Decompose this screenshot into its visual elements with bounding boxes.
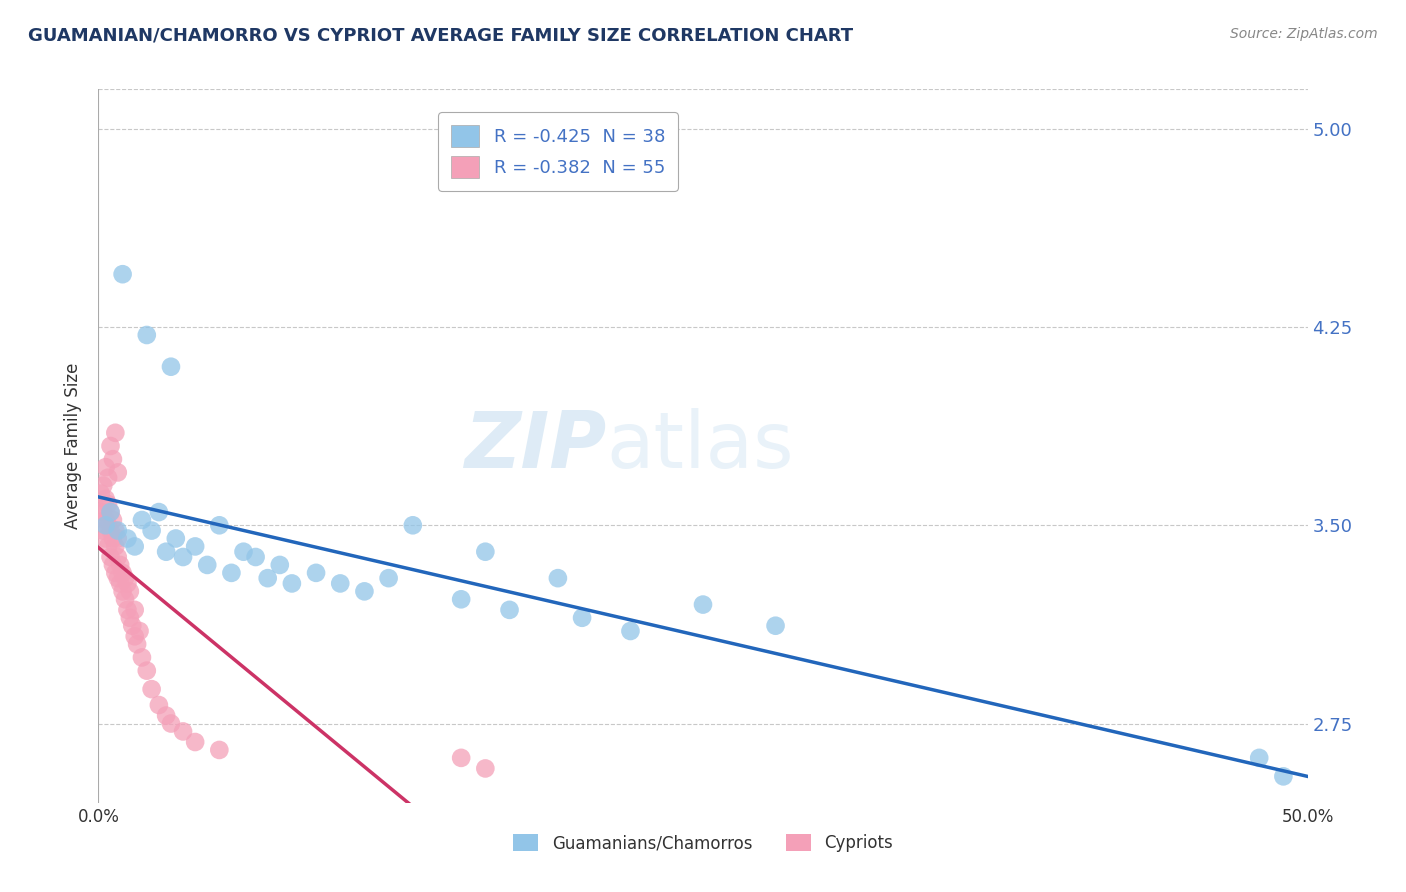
Point — [107, 549, 129, 564]
Point — [1249, 751, 1271, 765]
Point — [91, 524, 114, 538]
Point — [104, 524, 127, 538]
Point — [619, 624, 641, 638]
Point — [101, 513, 124, 527]
Point — [107, 466, 129, 480]
Point — [114, 592, 136, 607]
Point — [160, 716, 183, 731]
Point — [547, 571, 569, 585]
Point — [107, 571, 129, 585]
Point — [208, 743, 231, 757]
Point — [184, 735, 207, 749]
Point — [97, 497, 120, 511]
Point — [100, 505, 122, 519]
Point — [305, 566, 328, 580]
Point — [353, 584, 375, 599]
Point — [94, 518, 117, 533]
Point — [107, 532, 129, 546]
Point — [172, 549, 194, 564]
Point — [131, 650, 153, 665]
Point — [148, 698, 170, 712]
Point — [135, 328, 157, 343]
Point — [128, 624, 150, 638]
Point — [101, 558, 124, 572]
Point — [141, 524, 163, 538]
Point — [402, 518, 425, 533]
Point — [269, 558, 291, 572]
Text: atlas: atlas — [606, 408, 794, 484]
Point — [111, 584, 134, 599]
Point — [108, 576, 131, 591]
Point — [377, 571, 399, 585]
Point — [256, 571, 278, 585]
Point — [101, 452, 124, 467]
Text: Source: ZipAtlas.com: Source: ZipAtlas.com — [1230, 27, 1378, 41]
Point — [172, 724, 194, 739]
Point — [124, 603, 146, 617]
Point — [94, 532, 117, 546]
Point — [90, 486, 112, 500]
Point — [111, 566, 134, 580]
Point — [131, 513, 153, 527]
Point — [165, 532, 187, 546]
Point — [100, 524, 122, 538]
Point — [111, 267, 134, 281]
Y-axis label: Average Family Size: Average Family Size — [65, 363, 83, 529]
Point — [765, 618, 787, 632]
Point — [208, 518, 231, 533]
Text: ZIP: ZIP — [464, 408, 606, 484]
Point — [94, 513, 117, 527]
Point — [498, 603, 520, 617]
Point — [245, 549, 267, 564]
Point — [474, 545, 496, 559]
Point — [124, 540, 146, 554]
Legend: Guamanians/Chamorros, Cypriots: Guamanians/Chamorros, Cypriots — [506, 827, 900, 859]
Point — [118, 584, 141, 599]
Point — [184, 540, 207, 554]
Point — [90, 505, 112, 519]
Point — [195, 558, 218, 572]
Point — [281, 576, 304, 591]
Point — [94, 460, 117, 475]
Point — [97, 471, 120, 485]
Point — [118, 611, 141, 625]
Point — [474, 761, 496, 775]
Point — [124, 629, 146, 643]
Point — [104, 425, 127, 440]
Point — [94, 491, 117, 506]
Point — [148, 505, 170, 519]
Point — [104, 540, 127, 554]
Point — [221, 566, 243, 580]
Point — [1272, 769, 1295, 783]
Point — [100, 505, 122, 519]
Point — [114, 571, 136, 585]
Point — [141, 682, 163, 697]
Point — [104, 566, 127, 580]
Point — [155, 708, 177, 723]
Point — [571, 611, 593, 625]
Point — [329, 576, 352, 591]
Point — [97, 518, 120, 533]
Point — [91, 505, 114, 519]
Point — [97, 540, 120, 554]
Point — [155, 545, 177, 559]
Point — [127, 637, 149, 651]
Point — [100, 549, 122, 564]
Point — [108, 558, 131, 572]
Point — [121, 618, 143, 632]
Point — [117, 532, 139, 546]
Point — [117, 603, 139, 617]
Point — [135, 664, 157, 678]
Point — [91, 478, 114, 492]
Point — [100, 439, 122, 453]
Point — [692, 598, 714, 612]
Text: GUAMANIAN/CHAMORRO VS CYPRIOT AVERAGE FAMILY SIZE CORRELATION CHART: GUAMANIAN/CHAMORRO VS CYPRIOT AVERAGE FA… — [28, 27, 853, 45]
Point — [450, 592, 472, 607]
Point — [160, 359, 183, 374]
Point — [117, 576, 139, 591]
Point — [232, 545, 254, 559]
Point — [450, 751, 472, 765]
Point — [101, 532, 124, 546]
Point — [107, 524, 129, 538]
